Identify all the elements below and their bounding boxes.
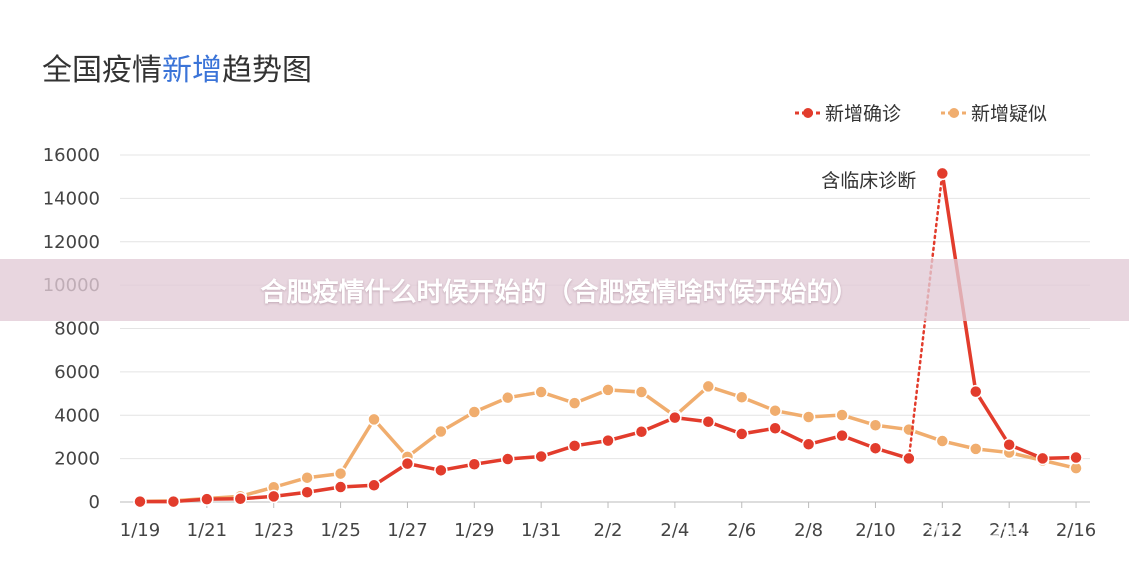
legend: 新增确诊 新增疑似 [795, 103, 1047, 125]
x-tick-label: 1/25 [320, 520, 360, 541]
series-segment [372, 417, 410, 459]
data-point [434, 424, 448, 439]
data-point [534, 385, 548, 399]
data-point [601, 433, 615, 448]
series-segment [639, 390, 677, 418]
title-part-2: 趋势图 [222, 53, 312, 88]
legend-marker [803, 108, 813, 118]
data-point [902, 451, 916, 466]
x-tick-label: 1/21 [187, 520, 227, 541]
data-point [835, 428, 849, 443]
data-point [133, 494, 147, 509]
data-point [668, 410, 682, 425]
annotation-label: 含临床诊断 [821, 170, 916, 192]
data-point [300, 485, 314, 499]
y-tick-label: 14000 [43, 188, 100, 209]
series-segment [338, 417, 376, 476]
y-axis-ticks: 0200040006000800010000120001400016000 [43, 145, 100, 513]
x-tick-label: 2/12 [922, 520, 962, 541]
series-layer [133, 166, 1083, 509]
data-point [200, 492, 214, 506]
title-banner: 合肥疫情什么时候开始的（合肥疫情啥时候开始的） [0, 259, 1129, 321]
x-tick-label: 2/6 [727, 520, 756, 541]
data-point [266, 489, 281, 504]
data-point [500, 452, 515, 466]
data-point [367, 412, 381, 427]
data-point [801, 410, 816, 424]
x-tick-label: 1/29 [454, 520, 494, 541]
data-point [1035, 451, 1050, 466]
data-point [467, 457, 482, 472]
data-point [400, 456, 415, 471]
x-tick-label: 1/27 [387, 520, 427, 541]
data-point [333, 480, 348, 494]
x-tick-label: 1/31 [521, 520, 561, 541]
series-segment [673, 384, 711, 418]
data-point [500, 390, 515, 405]
data-point [601, 383, 615, 397]
data-point [467, 405, 482, 419]
data-point [567, 439, 582, 453]
x-tick-label: 2/8 [794, 520, 823, 541]
y-tick-label: 6000 [54, 362, 100, 383]
data-point [534, 449, 548, 464]
legend-marker [949, 108, 959, 118]
x-tick-label: 2/4 [660, 520, 689, 541]
x-tick-label: 2/14 [989, 520, 1029, 541]
x-axis-ticks: 1/19 1/21 1/23 1/25 1/27 1/29 1/31 2/2 2/4 2/6 2/8… [120, 502, 1096, 541]
y-tick-label: 0 [89, 492, 100, 513]
data-point [969, 384, 983, 399]
data-point [1002, 437, 1016, 452]
x-tick-label: 2/10 [855, 520, 895, 541]
x-tick-label: 1/19 [120, 520, 160, 541]
x-tick-label: 2/2 [594, 520, 623, 541]
data-point [434, 463, 448, 478]
y-tick-label: 4000 [54, 405, 100, 426]
data-point [835, 408, 849, 422]
data-point [567, 396, 582, 410]
title-part-0: 全国疫情 [42, 53, 162, 88]
data-point [935, 166, 950, 181]
title-part-1: 新增 [162, 53, 222, 88]
data-point [935, 434, 950, 448]
data-point [233, 491, 248, 506]
data-point [868, 418, 883, 432]
data-point [768, 403, 782, 418]
legend-label: 新增确诊 [825, 103, 901, 125]
data-point [367, 478, 381, 493]
y-tick-label: 12000 [43, 232, 100, 253]
y-tick-label: 16000 [43, 145, 100, 166]
chart-title: 全国疫情新增趋势图 [42, 53, 312, 88]
y-tick-label: 8000 [54, 319, 100, 340]
data-point [1069, 450, 1083, 465]
data-point [634, 385, 649, 399]
banner-text: 合肥疫情什么时候开始的（合肥疫情啥时候开始的） [260, 277, 859, 308]
series-新增确诊 [133, 166, 1083, 509]
data-point [734, 427, 749, 441]
data-point [868, 441, 883, 455]
data-point [768, 421, 782, 436]
data-point [734, 390, 749, 404]
grid-lines [120, 154, 1090, 503]
series-segment [974, 389, 1011, 447]
x-tick-label: 1/23 [254, 520, 294, 541]
data-point [333, 466, 348, 481]
x-tick-label: 2/16 [1056, 520, 1096, 541]
watermark: 知乎 @Eitian [898, 523, 1058, 553]
data-point [166, 494, 181, 509]
data-point [969, 442, 983, 456]
data-point [300, 470, 314, 485]
legend-label: 新增疑似 [971, 103, 1047, 125]
data-point [634, 424, 649, 439]
data-point [801, 437, 816, 452]
series-segment [405, 429, 443, 459]
y-tick-label: 2000 [54, 449, 100, 470]
data-point [701, 415, 716, 429]
data-point [701, 379, 716, 394]
